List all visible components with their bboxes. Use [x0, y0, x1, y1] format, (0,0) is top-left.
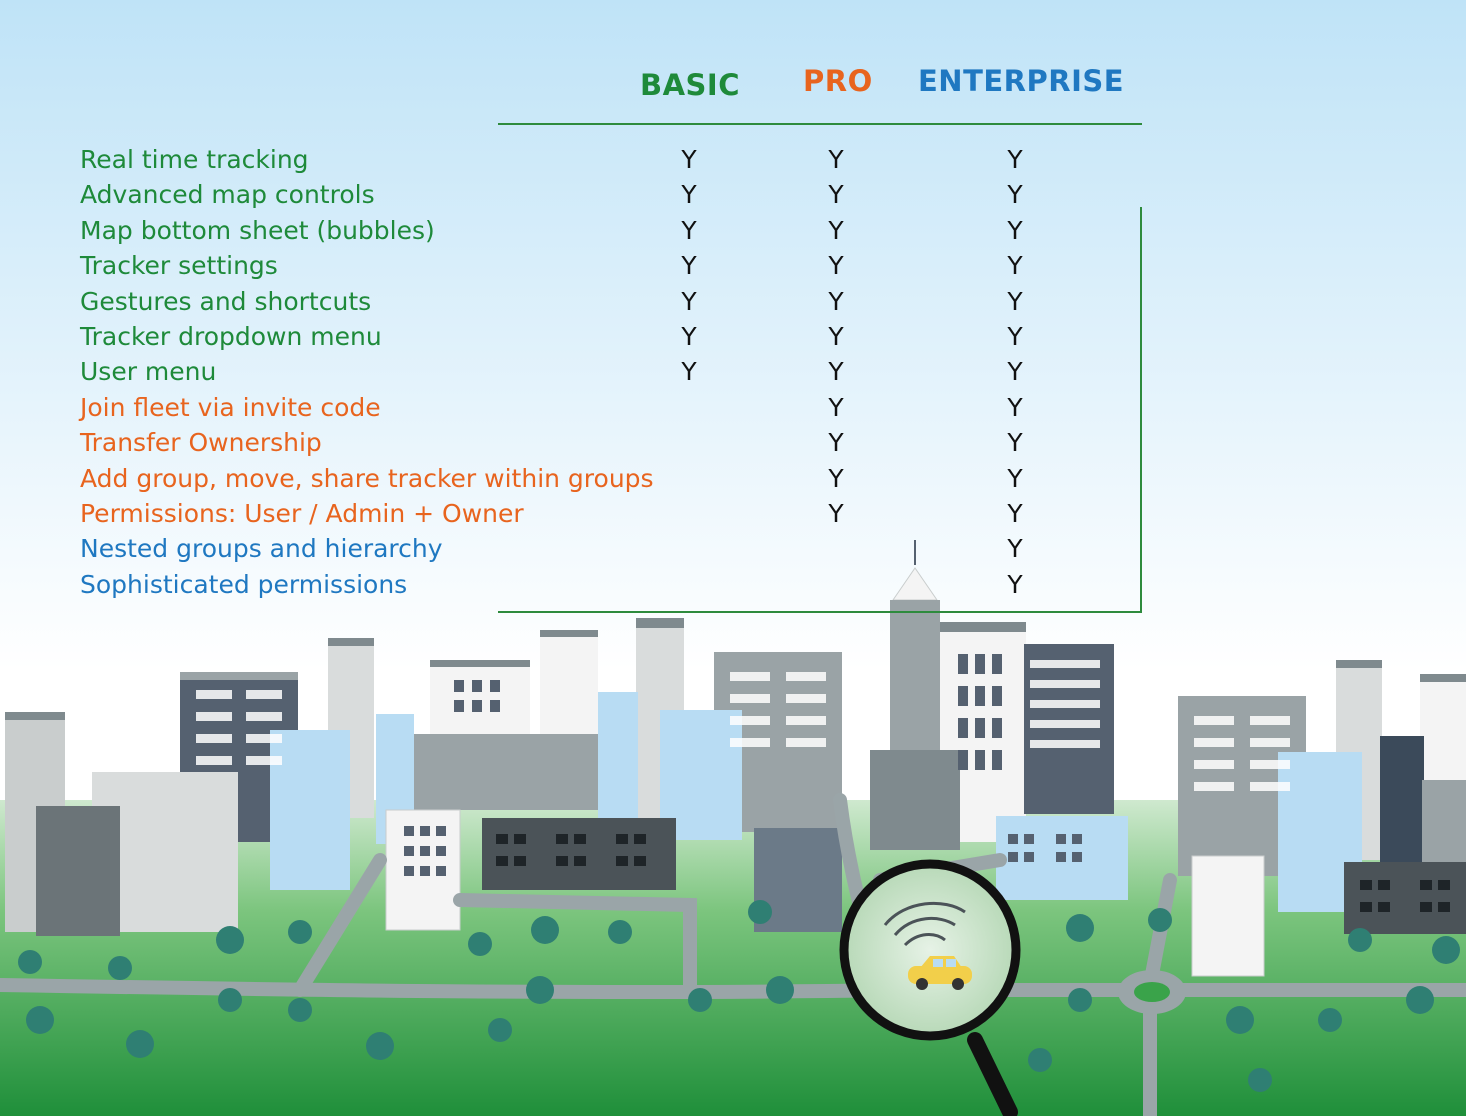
- mark-enterprise: Y: [1007, 534, 1023, 564]
- trees: [18, 900, 1460, 1092]
- mark-pro: Y: [828, 499, 844, 528]
- dark-block-windows: [496, 834, 1450, 912]
- feature-label: Add group, move, share tracker within gr…: [80, 463, 654, 493]
- buildings-mid: [92, 692, 1466, 932]
- tower: [870, 540, 960, 850]
- mark-pro: Y: [828, 322, 844, 351]
- mark-basic: Y: [681, 286, 697, 316]
- mark-enterprise: Y: [1007, 251, 1023, 281]
- mark-enterprise: Y: [1007, 499, 1023, 528]
- mark-pro: Y: [828, 428, 844, 458]
- mark-enterprise: Y: [1007, 392, 1023, 422]
- mark-enterprise: Y: [1007, 357, 1023, 387]
- feature-label: Map bottom sheet (bubbles): [80, 215, 435, 245]
- magnifier-icon: [839, 859, 1021, 1116]
- feature-label: Tracker dropdown menu: [80, 322, 382, 351]
- feature-label: User menu: [80, 357, 217, 387]
- table-right-border: [1140, 207, 1142, 613]
- tier-header-basic: BASIC: [640, 68, 741, 102]
- tier-header-enterprise: ENTERPRISE: [918, 64, 1125, 98]
- feature-label: Permissions: User / Admin + Owner: [80, 499, 524, 528]
- table-bottom-border: [498, 611, 1142, 613]
- mark-pro: Y: [828, 251, 844, 281]
- mark-pro: Y: [828, 215, 844, 245]
- feature-label: Join fleet via invite code: [80, 392, 381, 422]
- dark-windows: [404, 654, 1082, 876]
- mark-pro: Y: [828, 392, 844, 422]
- car-icon: [908, 956, 972, 990]
- mark-basic: Y: [681, 215, 697, 245]
- header-divider: [498, 123, 1142, 125]
- mark-pro: Y: [828, 286, 844, 316]
- mark-enterprise: Y: [1007, 569, 1023, 599]
- feature-label: Tracker settings: [80, 251, 278, 281]
- feature-label: Transfer Ownership: [80, 428, 322, 458]
- feature-label: Gestures and shortcuts: [80, 286, 372, 316]
- mark-basic: Y: [681, 145, 697, 174]
- tier-header-pro: PRO: [803, 64, 873, 98]
- mark-pro: Y: [828, 145, 844, 174]
- mark-enterprise: Y: [1007, 463, 1023, 493]
- mark-pro: Y: [828, 180, 844, 210]
- mark-enterprise: Y: [1007, 286, 1023, 316]
- mark-basic: Y: [681, 180, 697, 210]
- mark-enterprise: Y: [1007, 180, 1023, 210]
- mark-enterprise: Y: [1007, 322, 1023, 351]
- mark-enterprise: Y: [1007, 215, 1023, 245]
- mark-basic: Y: [681, 322, 697, 351]
- feature-label: Real time tracking: [80, 145, 309, 174]
- mark-pro: Y: [828, 463, 844, 493]
- mark-basic: Y: [681, 357, 697, 387]
- feature-label: Nested groups and hierarchy: [80, 534, 443, 564]
- feature-label: Sophisticated permissions: [80, 569, 408, 599]
- windows: [196, 660, 1290, 791]
- mark-enterprise: Y: [1007, 145, 1023, 174]
- feature-label: Advanced map controls: [80, 180, 375, 210]
- mark-enterprise: Y: [1007, 428, 1023, 458]
- mark-pro: Y: [828, 357, 844, 387]
- mark-basic: Y: [681, 251, 697, 281]
